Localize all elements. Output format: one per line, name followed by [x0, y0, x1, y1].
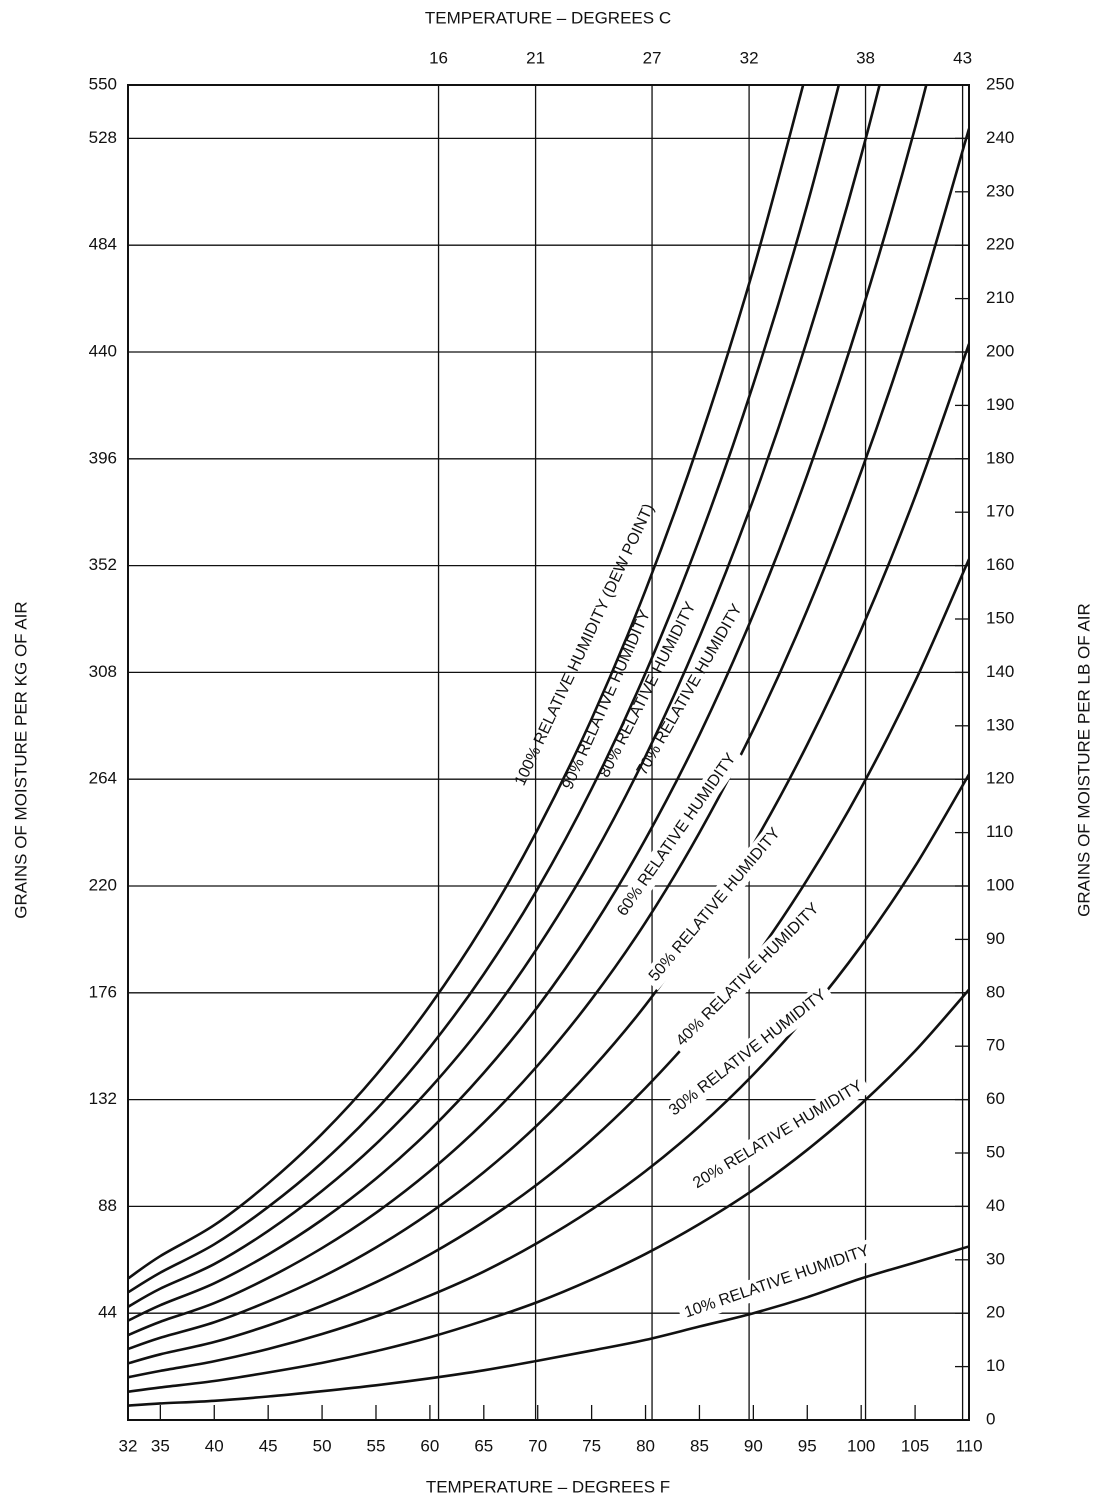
x2-tick-label: 27 — [643, 48, 662, 67]
humidity-curve — [128, 773, 969, 1379]
y2-tick-label: 240 — [986, 128, 1014, 147]
x-tick-label: 110 — [955, 1436, 982, 1455]
y2-tick-label: 20 — [986, 1303, 1005, 1322]
curve-label: 10% RELATIVE HUMIDITY — [682, 1242, 872, 1321]
humidity-curve — [128, 85, 928, 1322]
y2-tick-label: 50 — [986, 1142, 1005, 1161]
curve-label-bg — [640, 819, 790, 991]
curve-label-bg — [660, 981, 836, 1125]
humidity-curve — [128, 85, 805, 1280]
y2-tick-label: 70 — [986, 1036, 1005, 1055]
y2-tick-label: 230 — [986, 181, 1014, 200]
humidity-curve — [128, 988, 969, 1393]
humidity-curve — [128, 85, 841, 1294]
y2-tick-label: 180 — [986, 448, 1014, 467]
y2-tick-label: 170 — [986, 502, 1014, 521]
y2-tick-label: 40 — [986, 1196, 1005, 1215]
x-tick-label: 45 — [259, 1436, 278, 1455]
left-axis-title: GRAINS OF MOISTURE PER KG OF AIR — [11, 601, 30, 918]
x-tick-label: 40 — [205, 1436, 224, 1455]
x-tick-label: 80 — [636, 1436, 655, 1455]
y2-tick-label: 210 — [986, 288, 1014, 307]
y-tick-label: 550 — [89, 74, 117, 93]
x-tick-label: 75 — [582, 1436, 601, 1455]
x-tick-label: 85 — [690, 1436, 709, 1455]
y2-tick-label: 200 — [986, 341, 1014, 360]
y2-tick-label: 220 — [986, 235, 1014, 254]
x2-tick-label: 32 — [740, 48, 759, 67]
curve-label-group: 30% RELATIVE HUMIDITY — [660, 981, 836, 1125]
x-tick-label: 70 — [528, 1436, 547, 1455]
x-tick-label: 100 — [847, 1436, 875, 1455]
curve-label-bg — [667, 894, 829, 1056]
y2-tick-label: 80 — [986, 982, 1005, 1001]
y2-tick-label: 60 — [986, 1089, 1005, 1108]
y2-tick-label: 90 — [986, 929, 1005, 948]
humidity-curve — [128, 85, 881, 1308]
y-tick-label: 484 — [89, 235, 117, 254]
y-tick-label: 396 — [89, 448, 117, 467]
y-tick-label: 352 — [89, 555, 117, 574]
x-tick-label: 55 — [367, 1436, 386, 1455]
y-tick-label: 264 — [89, 769, 117, 788]
y-tick-label: 308 — [89, 662, 117, 681]
x2-tick-label: 21 — [526, 48, 545, 67]
y2-tick-label: 30 — [986, 1249, 1005, 1268]
y-tick-label: 440 — [89, 341, 117, 360]
x-tick-label: 105 — [901, 1436, 929, 1455]
plot-frame — [127, 84, 970, 1421]
x-tick-label: 32 — [119, 1436, 138, 1455]
x2-tick-label: 38 — [856, 48, 875, 67]
x-tick-label: 35 — [151, 1436, 170, 1455]
x2-tick-label: 43 — [953, 48, 972, 67]
y2-tick-label: 190 — [986, 395, 1014, 414]
y2-tick-label: 160 — [986, 555, 1014, 574]
top-axis-title: TEMPERATURE – DEGREES C — [425, 8, 671, 27]
bottom-axis-title: TEMPERATURE – DEGREES F — [426, 1477, 670, 1496]
y2-tick-label: 140 — [986, 662, 1014, 681]
right-axis-title: GRAINS OF MOISTURE PER LB OF AIR — [1074, 603, 1093, 917]
y2-tick-label: 10 — [986, 1356, 1005, 1375]
curve-label-bg — [609, 744, 745, 926]
curves — [128, 85, 969, 1407]
humidity-curve — [128, 343, 969, 1351]
x-tick-label: 95 — [798, 1436, 817, 1455]
y2-tick-label: 120 — [986, 769, 1014, 788]
y2-tick-label: 110 — [986, 822, 1013, 841]
curve-label-bg — [684, 1072, 872, 1198]
y2-tick-label: 0 — [986, 1409, 995, 1428]
y2-tick-label: 150 — [986, 608, 1014, 627]
x-tick-label: 65 — [474, 1436, 493, 1455]
y2-tick-label: 130 — [986, 715, 1014, 734]
y-tick-label: 44 — [98, 1303, 117, 1322]
x-tick-label: 90 — [744, 1436, 763, 1455]
y-tick-label: 528 — [89, 128, 117, 147]
x-tick-label: 60 — [420, 1436, 439, 1455]
y-tick-label: 220 — [89, 875, 117, 894]
curve-label: 20% RELATIVE HUMIDITY — [690, 1077, 866, 1192]
humidity-curve — [128, 558, 969, 1365]
y-tick-label: 132 — [89, 1089, 117, 1108]
curve-label-bg — [676, 1238, 878, 1326]
y-tick-label: 176 — [89, 982, 117, 1001]
humidity-curve — [128, 1245, 969, 1407]
humidity-curve — [128, 128, 969, 1337]
y2-tick-label: 100 — [986, 875, 1014, 894]
x2-tick-label: 16 — [429, 48, 448, 67]
y-tick-label: 88 — [98, 1196, 117, 1215]
x-tick-label: 50 — [313, 1436, 332, 1455]
y2-tick-label: 250 — [986, 74, 1014, 93]
